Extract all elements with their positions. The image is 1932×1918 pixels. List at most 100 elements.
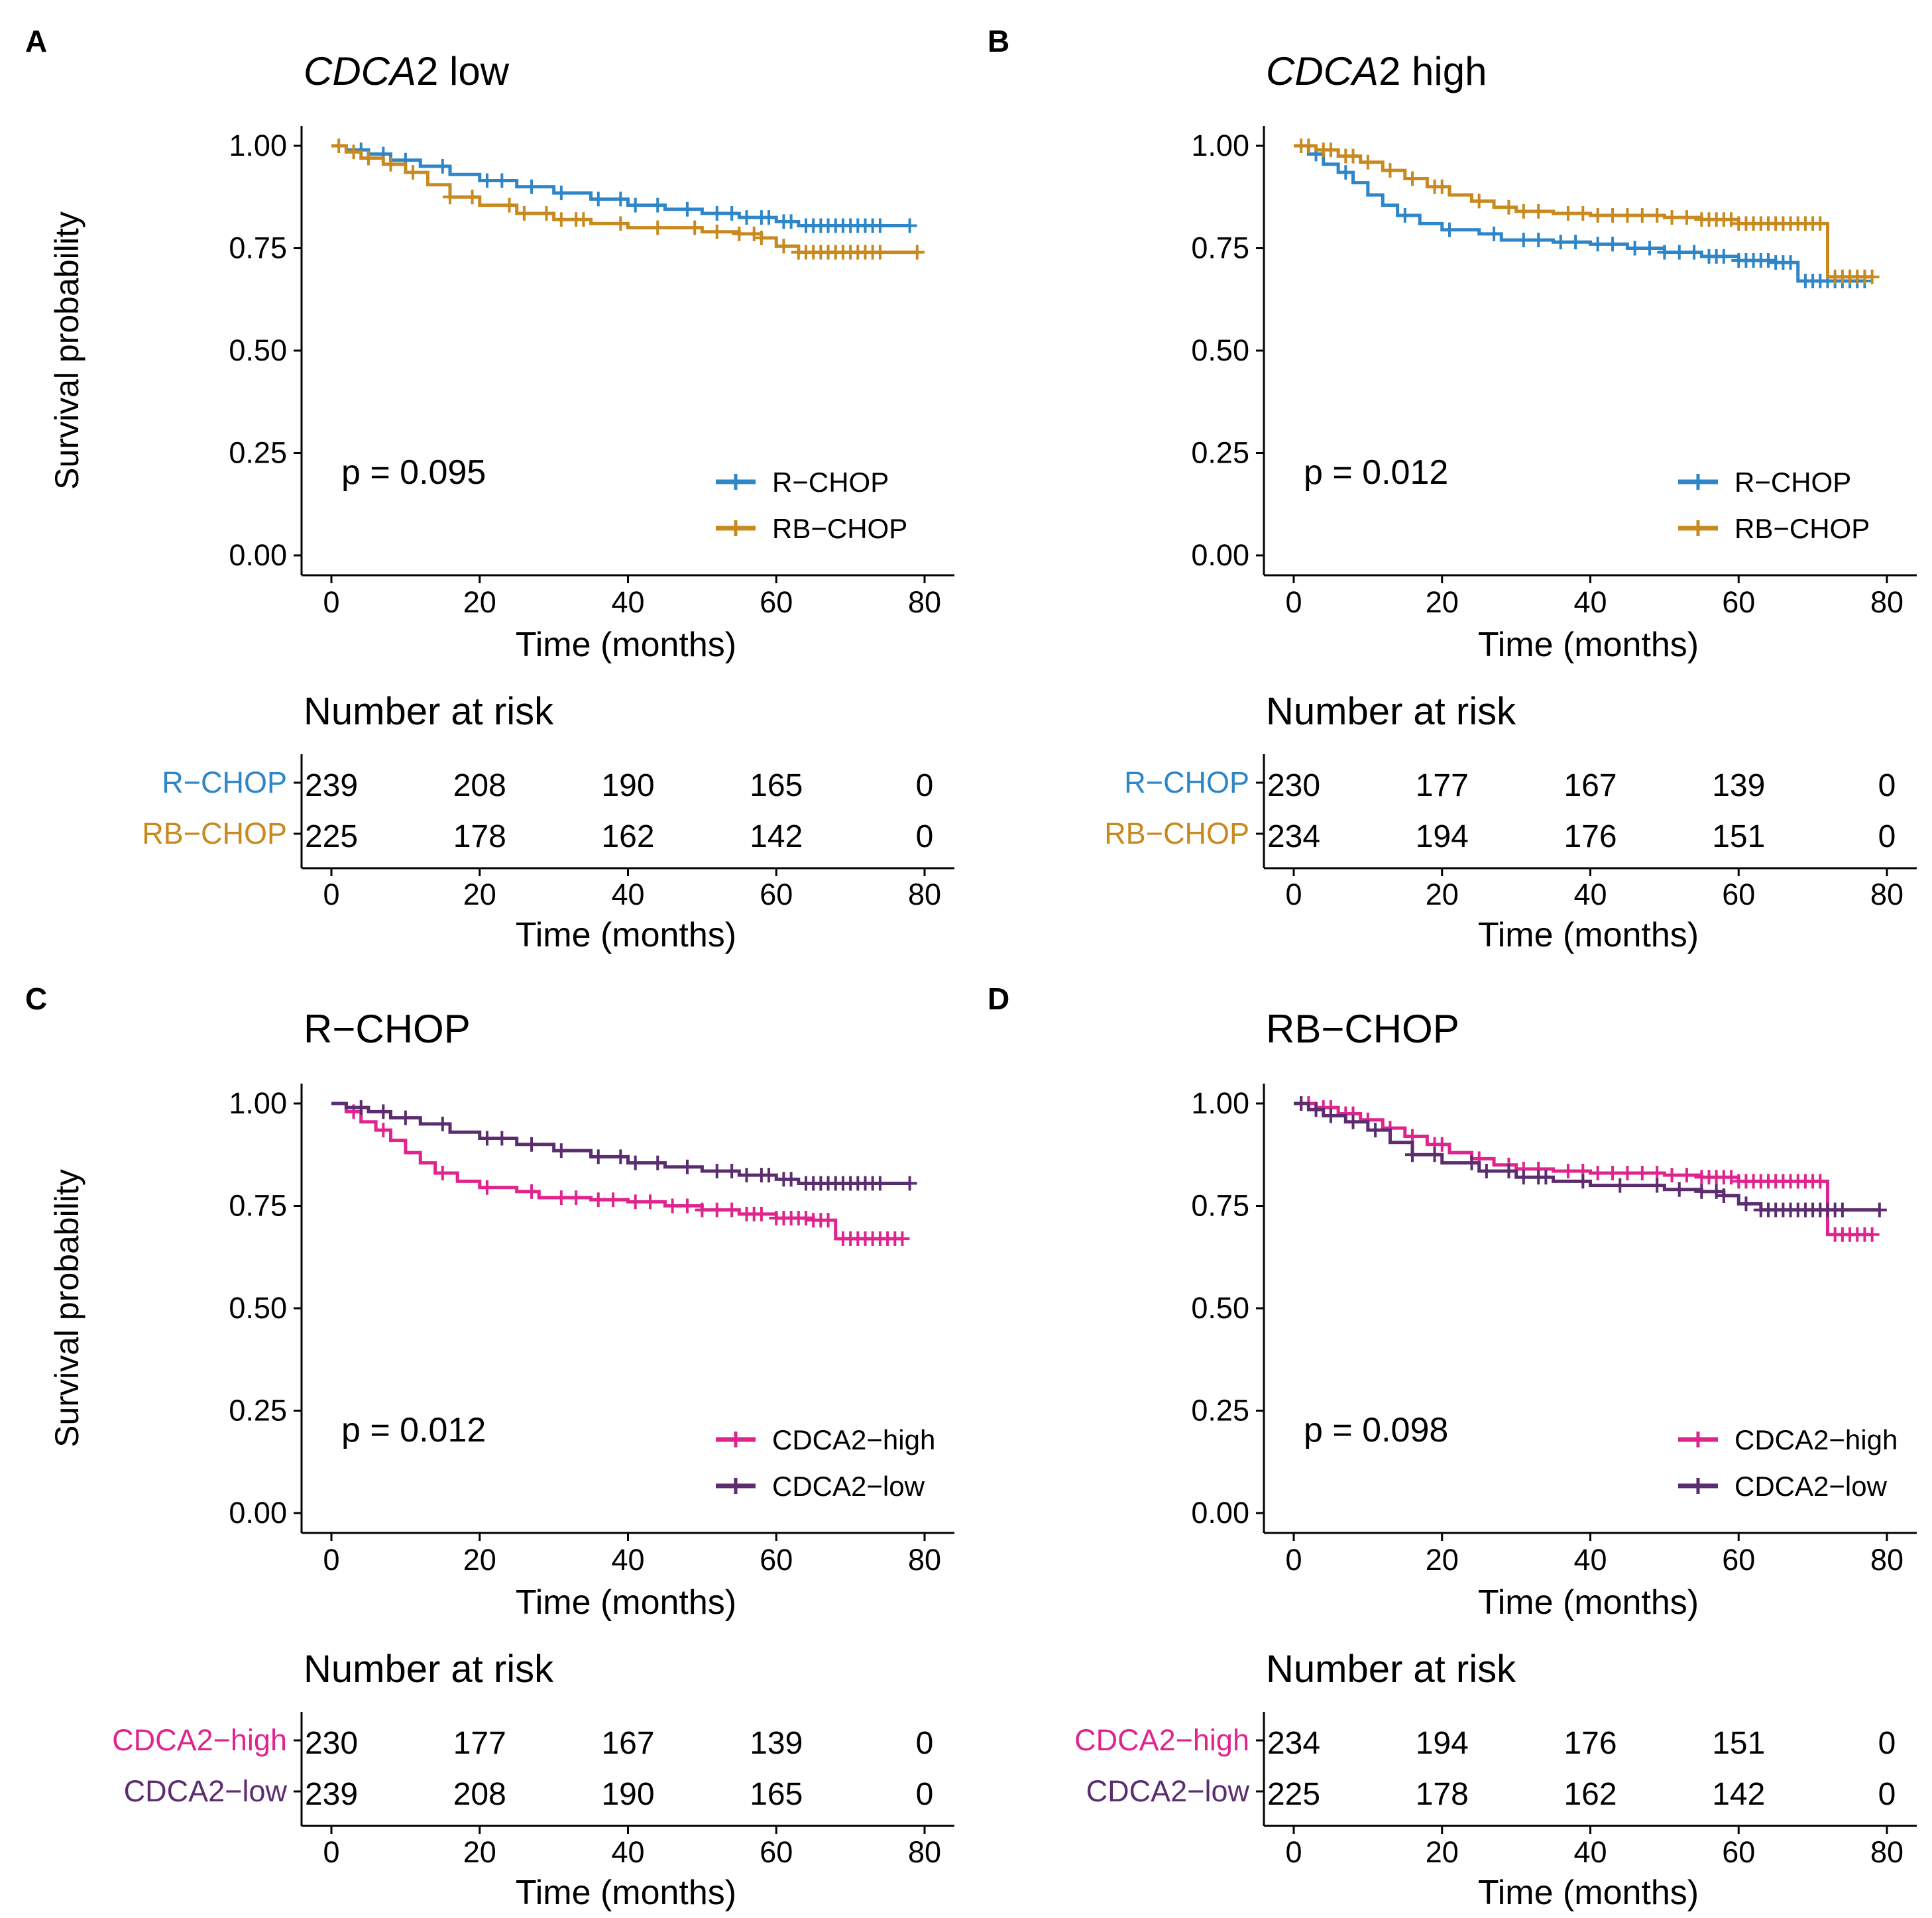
censor-mark	[353, 1100, 369, 1115]
risk-x-tick-label: 80	[1870, 877, 1904, 911]
censor-mark	[709, 205, 724, 221]
censor-mark	[435, 1166, 450, 1181]
panel-title: CDCA2 high	[1266, 49, 1487, 93]
censor-mark	[1716, 249, 1731, 264]
censor-mark	[1590, 208, 1605, 223]
censor-mark	[1294, 1096, 1309, 1111]
risk-value: 151	[1712, 819, 1765, 854]
censor-mark	[695, 1202, 710, 1217]
censor-mark	[1590, 1166, 1605, 1181]
censor-mark	[1605, 208, 1620, 223]
censor-mark	[739, 210, 754, 225]
censor-mark	[524, 1137, 540, 1152]
censor-mark	[524, 1184, 540, 1199]
censor-mark	[680, 201, 695, 217]
p-value: p = 0.098	[1304, 1411, 1448, 1449]
censor-mark	[524, 179, 540, 194]
curve-0	[1294, 144, 1872, 288]
panel-title-text: RB−CHOP	[1266, 1007, 1459, 1051]
x-tick-label: 40	[1573, 585, 1607, 619]
censor-mark	[1634, 208, 1650, 223]
risk-value: 0	[1878, 1777, 1896, 1812]
censor-mark	[680, 1159, 695, 1174]
panel-b: B CDCA2 high 0.00 0.25 0.50 0.75 1.00 0 20 40 60 80…	[988, 24, 1917, 954]
curve-0	[331, 142, 917, 233]
censor-mark	[754, 231, 769, 246]
x-axis-label: Time (months)	[1478, 626, 1699, 664]
censor-mark	[1575, 1174, 1591, 1189]
risk-value: 230	[1267, 768, 1320, 803]
x-tick-label: 60	[760, 585, 793, 619]
censor-mark	[1590, 237, 1605, 252]
censor-mark	[1650, 1166, 1665, 1181]
censor-mark	[628, 1194, 643, 1210]
censor-mark	[724, 1202, 740, 1217]
curve-1	[1294, 139, 1880, 284]
risk-value: 142	[1712, 1777, 1765, 1812]
y-tick-label: 0.50	[1191, 333, 1249, 367]
censor-mark	[1679, 1168, 1694, 1183]
y-axis-label: Survival probability	[48, 211, 85, 490]
risk-value: 0	[1878, 768, 1896, 803]
y-tick-label: 0.25	[229, 1394, 287, 1428]
risk-x-axis-label: Time (months)	[1478, 916, 1699, 954]
censor-mark	[732, 226, 747, 241]
risk-value: 176	[1563, 1726, 1617, 1761]
panel-c: C R−CHOP Survival probability 0.00 0.25 0.50 0…	[25, 982, 954, 1912]
censor-mark	[909, 245, 925, 260]
censor-mark	[1501, 199, 1516, 215]
legend-label: CDCA2−high	[772, 1424, 935, 1455]
censor-mark	[435, 158, 450, 174]
x-tick-label: 60	[1722, 1543, 1755, 1577]
censor-mark	[591, 1192, 606, 1208]
risk-value: 176	[1563, 819, 1617, 854]
x-tick-label: 40	[611, 585, 644, 619]
risk-x-tick-label: 20	[1426, 1835, 1459, 1869]
panel-title: RB−CHOP	[1266, 1007, 1459, 1051]
curve-1	[331, 1100, 917, 1191]
censor-mark	[628, 1155, 643, 1170]
censor-mark	[1835, 1202, 1850, 1217]
censor-mark	[1405, 171, 1420, 186]
x-tick-label: 0	[323, 585, 339, 619]
risk-value: 239	[305, 1777, 358, 1812]
risk-value: 0	[916, 819, 934, 854]
panel-letter: D	[988, 982, 1009, 1016]
censor-mark	[650, 220, 665, 235]
p-value: p = 0.012	[1304, 453, 1448, 492]
censor-mark	[1620, 208, 1635, 223]
censor-mark	[1709, 1184, 1724, 1199]
censor-mark	[783, 214, 799, 229]
risk-value: 0	[916, 768, 934, 803]
censor-mark	[872, 218, 887, 233]
censor-mark	[591, 1149, 606, 1164]
curve-1	[1294, 1096, 1887, 1217]
risk-x-tick-label: 0	[1285, 1835, 1302, 1869]
censor-mark	[383, 156, 398, 172]
risk-value: 0	[1878, 1726, 1896, 1761]
censor-mark	[783, 1172, 799, 1187]
censor-mark	[739, 1168, 754, 1183]
censor-mark	[613, 1149, 628, 1164]
censor-mark	[516, 205, 532, 221]
censor-mark	[895, 1231, 910, 1246]
censor-mark	[650, 1155, 665, 1170]
censor-mark	[479, 1180, 494, 1195]
censor-mark	[650, 197, 665, 213]
risk-value: 208	[453, 768, 506, 803]
y-tick-label: 0.00	[229, 1496, 287, 1530]
panel-title: CDCA2 low	[304, 49, 510, 93]
censor-mark	[902, 1176, 917, 1191]
censor-mark	[1531, 233, 1546, 248]
x-tick-label: 60	[1722, 585, 1755, 619]
censor-mark	[902, 218, 917, 233]
risk-value: 178	[453, 819, 506, 854]
x-axis-label: Time (months)	[516, 626, 736, 664]
censor-mark	[1716, 1188, 1731, 1204]
censor-mark	[494, 173, 510, 188]
censor-mark	[1642, 241, 1657, 256]
y-tick-label: 0.75	[229, 1189, 287, 1223]
y-tick-label: 1.00	[1191, 129, 1249, 162]
censor-mark	[1664, 1168, 1679, 1183]
survival-curve	[331, 1101, 903, 1241]
